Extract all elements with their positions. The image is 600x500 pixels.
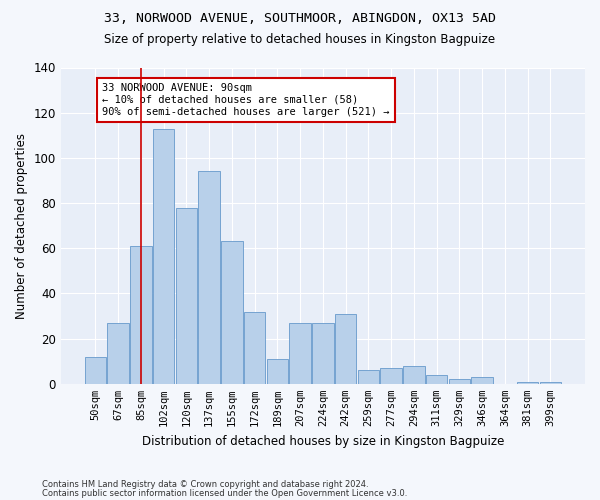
- Bar: [107, 323, 129, 384]
- Bar: [358, 370, 379, 384]
- Bar: [539, 382, 561, 384]
- Bar: [199, 172, 220, 384]
- Bar: [153, 128, 175, 384]
- Bar: [130, 246, 152, 384]
- Bar: [472, 377, 493, 384]
- Bar: [221, 242, 243, 384]
- Bar: [266, 359, 288, 384]
- Text: Contains public sector information licensed under the Open Government Licence v3: Contains public sector information licen…: [42, 490, 407, 498]
- Bar: [289, 323, 311, 384]
- Bar: [244, 312, 265, 384]
- Bar: [335, 314, 356, 384]
- Bar: [403, 366, 425, 384]
- Bar: [449, 380, 470, 384]
- Y-axis label: Number of detached properties: Number of detached properties: [15, 132, 28, 318]
- Text: Size of property relative to detached houses in Kingston Bagpuize: Size of property relative to detached ho…: [104, 32, 496, 46]
- Bar: [426, 375, 448, 384]
- Bar: [380, 368, 402, 384]
- Text: Contains HM Land Registry data © Crown copyright and database right 2024.: Contains HM Land Registry data © Crown c…: [42, 480, 368, 489]
- X-axis label: Distribution of detached houses by size in Kingston Bagpuize: Distribution of detached houses by size …: [142, 434, 504, 448]
- Bar: [176, 208, 197, 384]
- Bar: [85, 356, 106, 384]
- Text: 33 NORWOOD AVENUE: 90sqm
← 10% of detached houses are smaller (58)
90% of semi-d: 33 NORWOOD AVENUE: 90sqm ← 10% of detach…: [102, 84, 390, 116]
- Bar: [312, 323, 334, 384]
- Bar: [517, 382, 538, 384]
- Text: 33, NORWOOD AVENUE, SOUTHMOOR, ABINGDON, OX13 5AD: 33, NORWOOD AVENUE, SOUTHMOOR, ABINGDON,…: [104, 12, 496, 26]
